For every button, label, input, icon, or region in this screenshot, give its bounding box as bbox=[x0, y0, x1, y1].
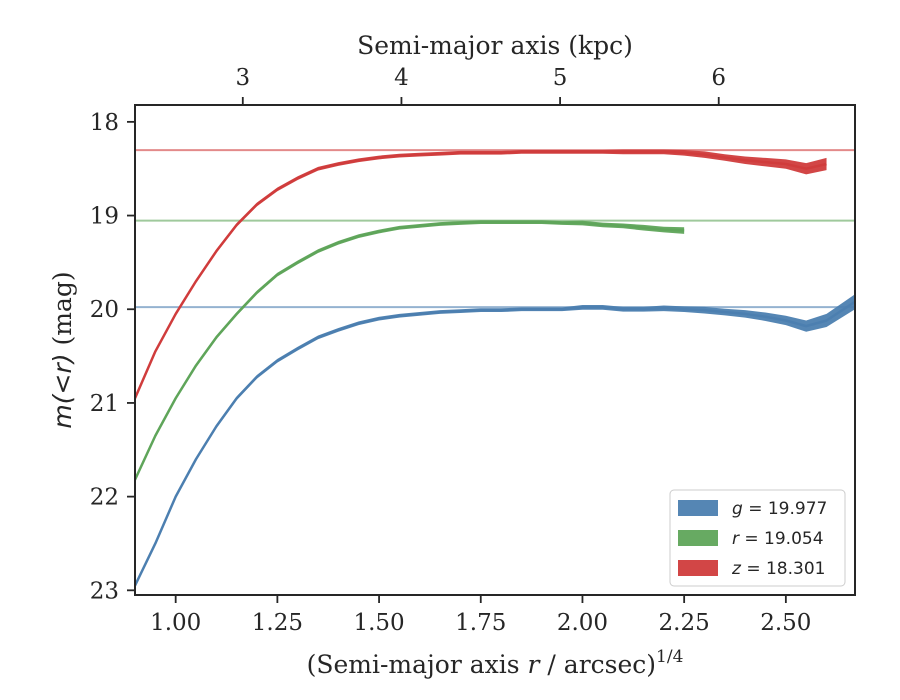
series-line-r bbox=[135, 220, 685, 481]
y-axis-title: m(<r) (mag) bbox=[48, 271, 77, 428]
x-axis-title-suffix: / arcsec) bbox=[539, 650, 656, 679]
legend-var: g bbox=[732, 499, 743, 519]
legend-label-z: z = 18.301 bbox=[731, 559, 825, 579]
x-axis-title-prefix: (Semi-major axis bbox=[307, 650, 528, 679]
y-tick-label: 22 bbox=[90, 485, 119, 511]
y-tick-label: 19 bbox=[90, 204, 119, 230]
top-x-tick-label: 5 bbox=[553, 65, 568, 91]
x-tick-label: 2.25 bbox=[659, 610, 710, 636]
top-axis-title: Semi-major axis (kpc) bbox=[357, 31, 633, 60]
top-x-tick-label: 3 bbox=[235, 65, 250, 91]
x-tick-label: 2.00 bbox=[557, 610, 608, 636]
x-tick-label: 1.50 bbox=[353, 610, 404, 636]
x-axis-title: (Semi-major axis r / arcsec)1/4 bbox=[307, 647, 684, 679]
legend-label-r: r = 19.054 bbox=[732, 529, 824, 549]
series-line-z bbox=[135, 150, 827, 399]
y-tick-label: 21 bbox=[90, 391, 119, 417]
x-axis-title-exponent: 1/4 bbox=[656, 647, 683, 667]
legend-swatch-z bbox=[678, 560, 718, 576]
y-tick-label: 23 bbox=[90, 578, 119, 604]
legend-value: = 19.977 bbox=[743, 499, 828, 519]
series-band-r bbox=[135, 220, 685, 482]
plot-frame bbox=[134, 104, 856, 596]
top-x-tick-label: 6 bbox=[711, 65, 726, 91]
y-axis-title-math: m(<r) bbox=[48, 353, 77, 428]
legend-label-g: g = 19.977 bbox=[732, 499, 827, 519]
y-tick-label: 18 bbox=[90, 110, 119, 136]
x-tick-label: 2.50 bbox=[760, 610, 811, 636]
x-tick-label: 1.25 bbox=[252, 610, 303, 636]
tick-layer: 1.00 1.25 1.50 1.75 2.00 2.25 2.50 18 19 20 21 22 23… bbox=[90, 65, 812, 636]
y-axis-title-unit: (mag) bbox=[48, 271, 77, 353]
legend-swatch-g bbox=[678, 500, 718, 516]
legend-value: = 19.054 bbox=[739, 529, 824, 549]
legend-var: r bbox=[732, 529, 740, 549]
top-x-tick-label: 4 bbox=[394, 65, 409, 91]
legend-swatch-r bbox=[678, 530, 718, 546]
series-line-g bbox=[135, 300, 855, 587]
legend-var: z bbox=[731, 559, 742, 579]
series-band-g bbox=[135, 294, 855, 588]
legend-value: = 18.301 bbox=[741, 559, 826, 579]
x-tick-label: 1.00 bbox=[150, 610, 201, 636]
x-tick-label: 1.75 bbox=[455, 610, 506, 636]
x-axis-title-var: r bbox=[528, 650, 542, 679]
series-band-z bbox=[135, 149, 827, 401]
series-layer bbox=[135, 149, 855, 588]
y-tick-label: 20 bbox=[90, 297, 119, 323]
